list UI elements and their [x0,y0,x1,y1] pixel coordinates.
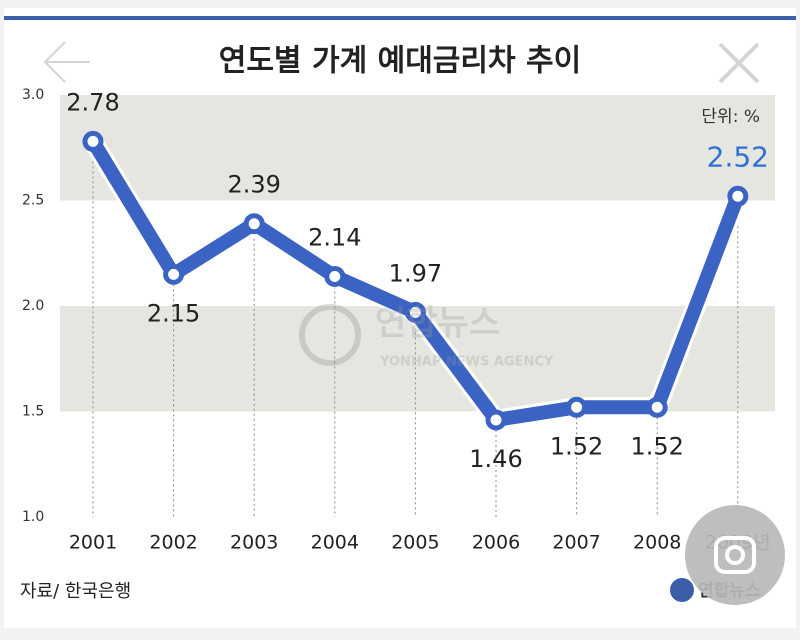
watermark-sub: YONHAP NEWS AGENCY [379,355,554,370]
point [324,265,346,287]
point [82,130,104,152]
data-label: 1.46 [469,445,522,473]
point [646,396,668,418]
x-tick-label: 2002 [149,532,197,554]
x-tick-label: 2008 [633,532,681,554]
point [404,301,426,323]
point [727,185,749,207]
data-label: 2.39 [227,171,280,199]
point [566,396,588,418]
unit-label: 단위: % [701,107,760,127]
close-button[interactable] [718,42,760,84]
camera-body[interactable] [714,536,756,574]
y-tick-label: 1.0 [22,509,44,525]
top-rule [4,16,796,20]
data-label: 1.97 [389,259,442,287]
data-label: 1.52 [630,432,683,460]
camera-bg[interactable] [685,505,785,605]
close-icon[interactable] [718,42,760,84]
watermark: 연합뉴스 YONHAP NEWS AGENCY [299,304,554,370]
data-label: 2.14 [308,223,361,251]
source: 자료/ 한국은행 [20,581,131,602]
back-button[interactable] [41,40,90,84]
x-tick-label: 2004 [311,532,359,554]
camera-button[interactable] [685,505,785,605]
logo-icon [670,578,694,602]
data-label: 2.78 [66,88,119,116]
data-label: 2.15 [147,299,200,327]
y-tick-label: 3.0 [22,87,44,103]
data-label: 2.52 [707,140,769,173]
camera-lens[interactable] [725,545,745,565]
y-tick-label: 1.5 [22,404,44,420]
x-tick-label: 2003 [230,532,278,554]
x-tick-label: 2007 [552,532,600,554]
x-tick-label: 2001 [69,532,117,554]
point [485,409,507,431]
x-tick-label: 2006 [472,532,520,554]
point [163,263,185,285]
chart-title: 연도별 가계 예대금리차 추이 [219,44,582,79]
point [243,213,265,235]
grid-band [60,95,775,201]
data-label: 1.52 [550,432,603,460]
watermark-icon [299,304,361,366]
back-arrow[interactable] [41,40,90,84]
x-tick-label: 2005 [391,532,439,554]
y-tick-label: 2.5 [22,193,44,209]
y-tick-label: 2.0 [22,298,44,314]
watermark-text: 연합뉴스 [375,304,500,344]
back-arrow-outline[interactable] [43,41,90,83]
